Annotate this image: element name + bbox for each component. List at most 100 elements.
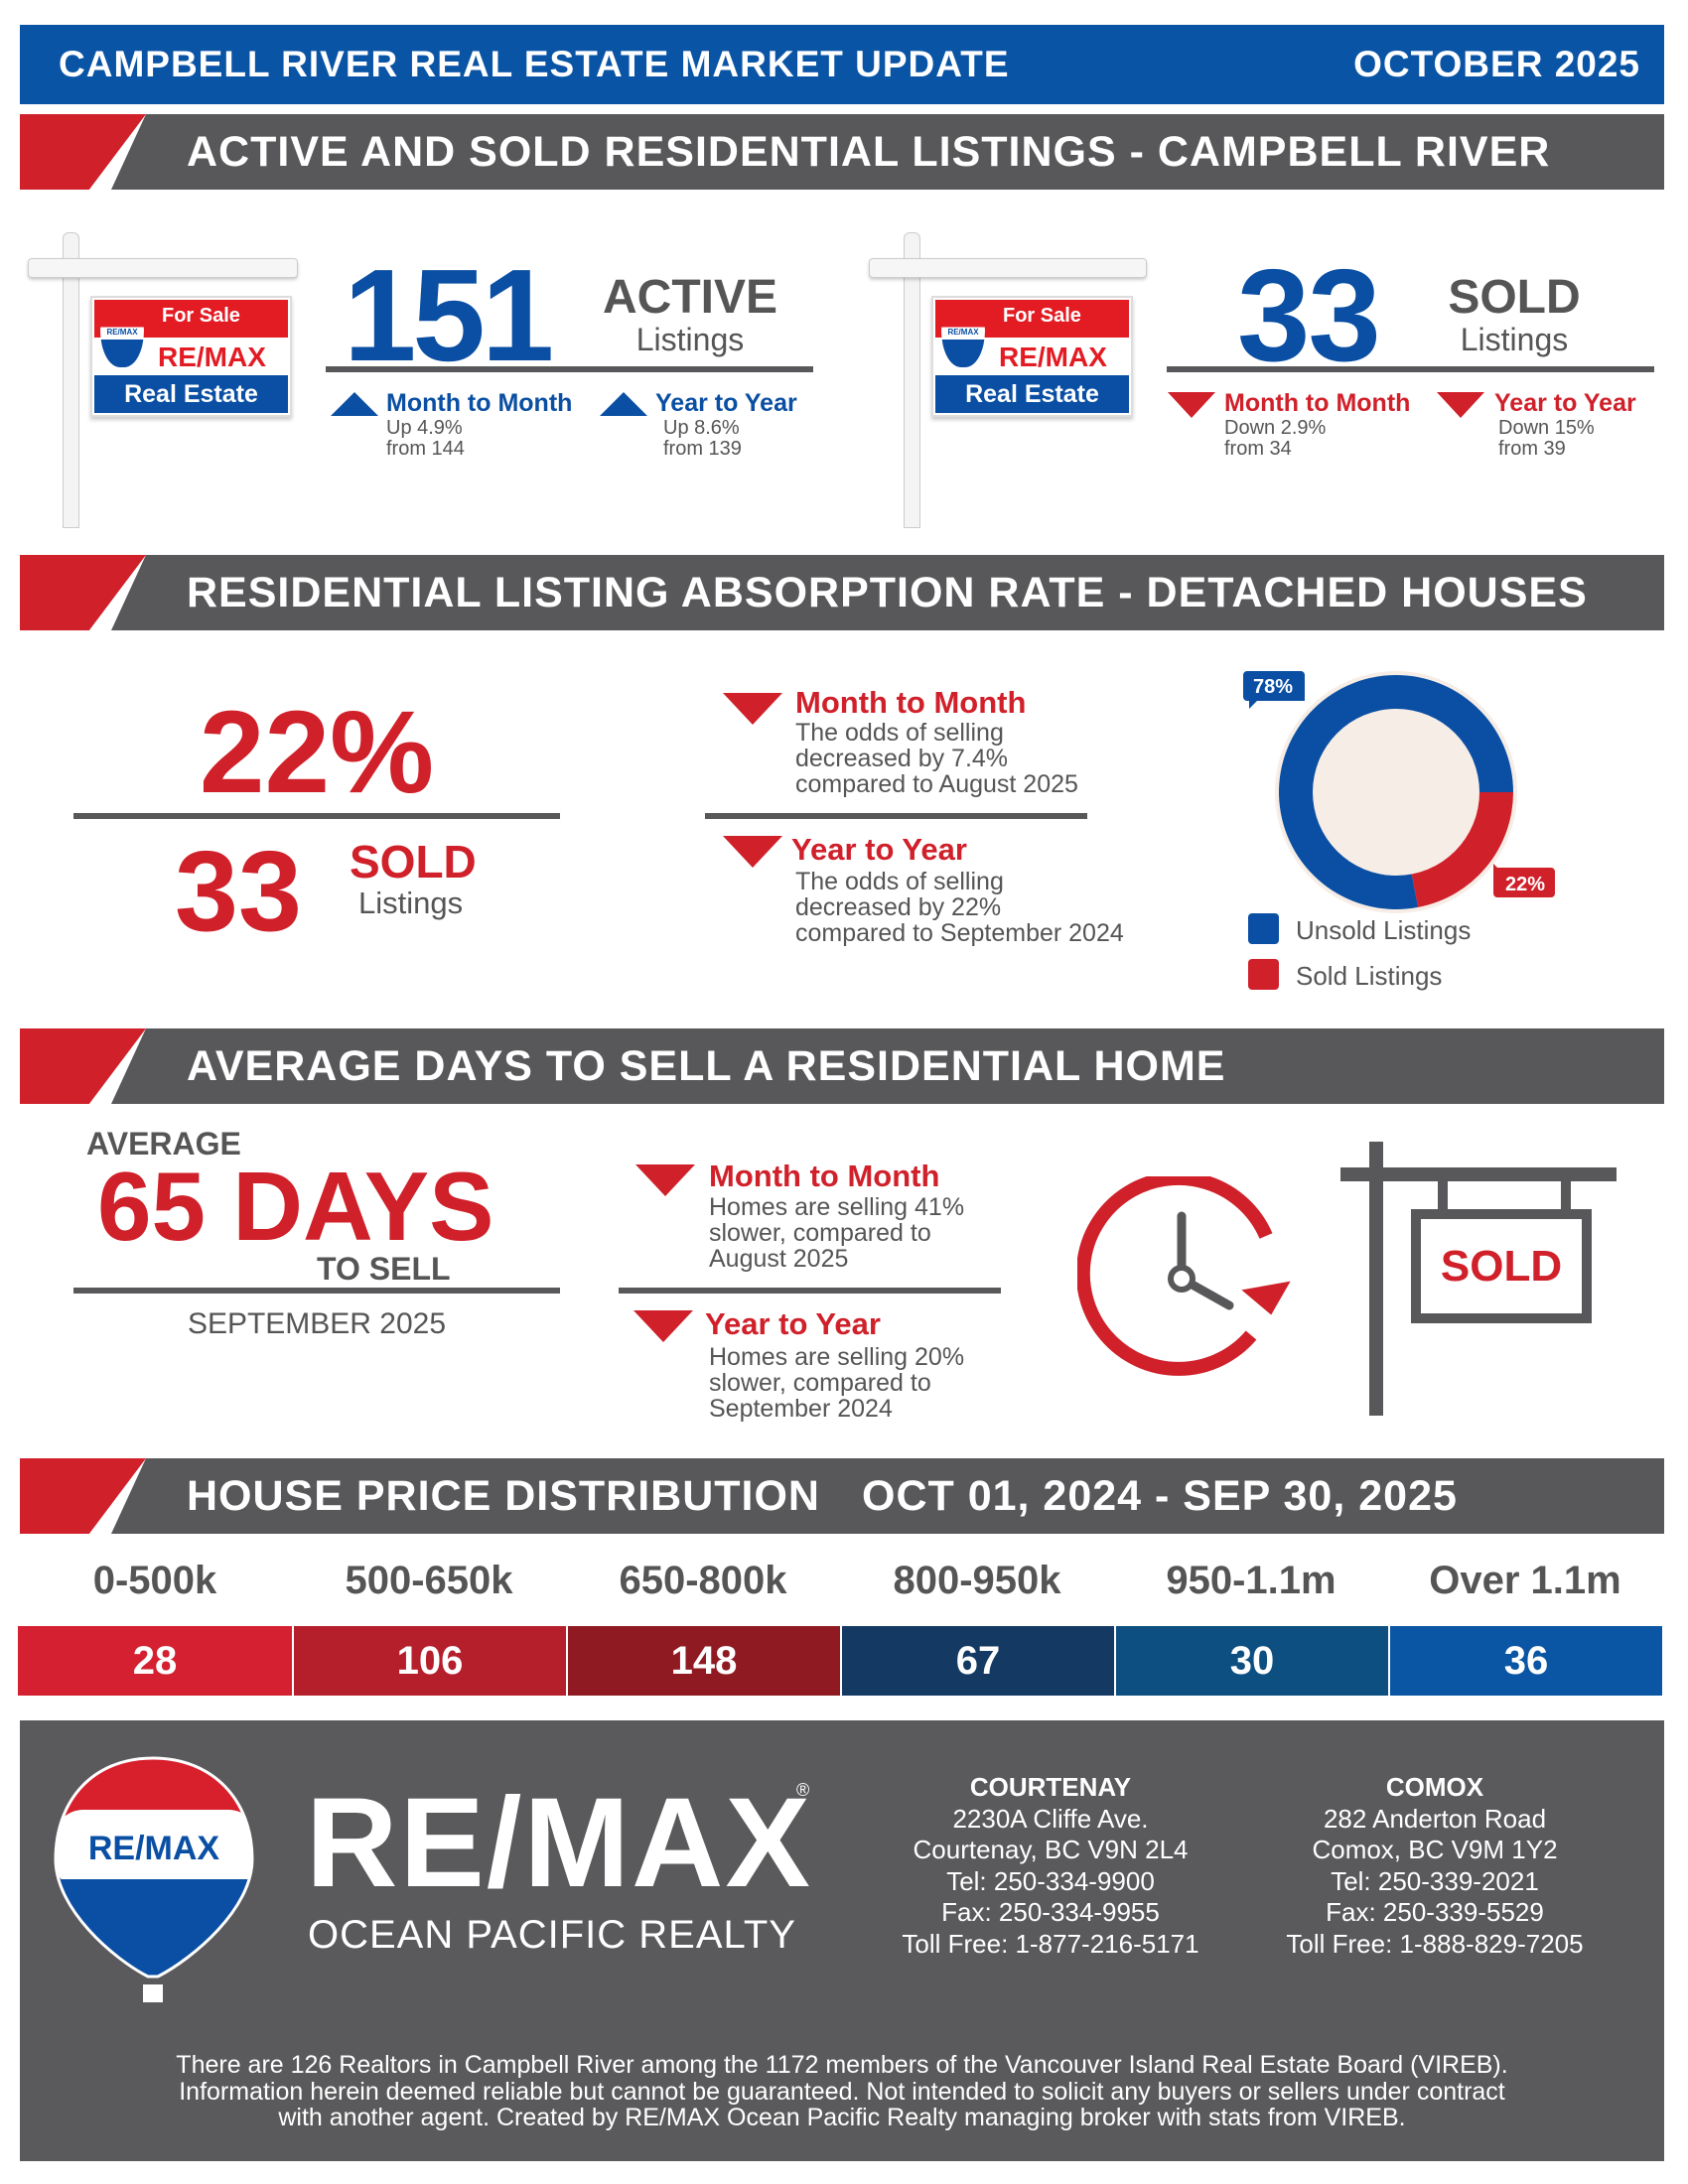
days-mtm-line: Homes are selling 41% bbox=[709, 1193, 965, 1221]
price-range-label: 950-1.1m bbox=[1166, 1559, 1336, 1602]
absorption-mtm-line: decreased by 7.4% bbox=[795, 745, 1009, 772]
office-city: Courtenay, BC V9N 2L4 bbox=[913, 1835, 1189, 1864]
office-tel[interactable]: Tel: 250-334-9900 bbox=[946, 1865, 1155, 1896]
active-yty-change: Up 8.6% bbox=[663, 417, 740, 439]
sold-label: SOLD bbox=[350, 836, 477, 887]
arrow-down-icon bbox=[1168, 392, 1215, 418]
absorption-donut-chart: 78% 22% bbox=[1243, 671, 1555, 913]
office-tollfree[interactable]: Toll Free: 1-888-829-7205 bbox=[1286, 1928, 1584, 1959]
sold-yty-change: Down 15% bbox=[1498, 417, 1595, 439]
disclaimer-line: There are 126 Realtors in Campbell River… bbox=[176, 2051, 1508, 2079]
label-unsold-text: 78% bbox=[1253, 676, 1293, 698]
label-unsold: 78% bbox=[1243, 671, 1305, 709]
sold-sublabel: Listings bbox=[1460, 322, 1569, 357]
period-label: SEPTEMBER 2025 bbox=[187, 1307, 447, 1340]
absorption-yty-line: The odds of selling bbox=[795, 868, 1004, 895]
footer: RE/MAX RE/MAX ® OCEAN PACIFIC REALTY COU… bbox=[20, 1720, 1664, 2161]
header-bar bbox=[111, 1028, 1664, 1104]
arrow-down-icon bbox=[723, 836, 782, 868]
absorption-yty-line: compared to September 2024 bbox=[795, 919, 1124, 947]
sign-brand: RE/MAX bbox=[999, 341, 1107, 372]
registered-mark: ® bbox=[796, 1780, 810, 1800]
brand-wordmark: RE/MAX bbox=[306, 1772, 812, 1914]
sold-yty-from: from 39 bbox=[1498, 438, 1566, 460]
sign-brand: RE/MAX bbox=[158, 341, 266, 372]
clock-icon bbox=[1077, 1176, 1291, 1376]
days-yty-line: Homes are selling 20% bbox=[709, 1343, 965, 1371]
sold-mtm-change: Down 2.9% bbox=[1224, 417, 1327, 439]
page-title: CAMPBELL RIVER REAL ESTATE MARKET UPDATE bbox=[59, 44, 1010, 84]
sold-sign-text: SOLD bbox=[1411, 1209, 1592, 1323]
price-date-range: OCT 01, 2024 - SEP 30, 2025 bbox=[862, 1471, 1458, 1520]
office-tollfree[interactable]: Toll Free: 1-877-216-5171 bbox=[902, 1928, 1199, 1959]
absorption-mtm-line: compared to August 2025 bbox=[795, 770, 1078, 798]
section-header-price: HOUSE PRICE DISTRIBUTION OCT 01, 2024 - S… bbox=[20, 1458, 1664, 1534]
price-range-count: 148 bbox=[568, 1626, 840, 1696]
legend-swatch-sold bbox=[1248, 959, 1279, 990]
price-range-label: 800-950k bbox=[893, 1559, 1061, 1602]
average-days: 65 DAYS bbox=[97, 1152, 494, 1261]
office-address: 282 Anderton Road bbox=[1323, 1803, 1547, 1834]
arrow-down-icon bbox=[635, 1164, 695, 1196]
disclaimer-line: with another agent. Created by RE/MAX Oc… bbox=[278, 2104, 1406, 2131]
section-title: ACTIVE AND SOLD RESIDENTIAL LISTINGS - C… bbox=[187, 127, 1551, 176]
sold-yty-title: Year to Year bbox=[1494, 389, 1636, 417]
divider bbox=[1167, 366, 1654, 372]
days-yty-title: Year to Year bbox=[705, 1306, 881, 1341]
price-range-count: 30 bbox=[1116, 1626, 1388, 1696]
absorption-yty-line: decreased by 22% bbox=[795, 893, 1002, 921]
active-mtm-title: Month to Month bbox=[386, 389, 573, 417]
price-range-count: 67 bbox=[842, 1626, 1114, 1696]
active-yty-from: from 139 bbox=[663, 438, 742, 460]
header-bar bbox=[111, 555, 1664, 630]
office-name: COURTENAY bbox=[969, 1772, 1132, 1802]
office-comox: COMOX 282 Anderton Road Comox, BC V9M 1Y… bbox=[1256, 1772, 1614, 1960]
office-city: Comox, BC V9M 1Y2 bbox=[1312, 1835, 1558, 1864]
sign-real-estate: Real Estate bbox=[94, 375, 288, 413]
arrow-down-icon bbox=[723, 693, 782, 725]
sold-sublabel: Listings bbox=[358, 886, 464, 920]
legend-sold: Sold Listings bbox=[1296, 961, 1443, 991]
price-range-label: 650-800k bbox=[619, 1559, 787, 1602]
legend-swatch-unsold bbox=[1248, 913, 1279, 944]
section-header-listings: ACTIVE AND SOLD RESIDENTIAL LISTINGS - C… bbox=[20, 114, 1664, 190]
sold-count: 33 bbox=[175, 828, 302, 955]
header-bar bbox=[111, 1458, 1664, 1534]
divider bbox=[73, 1288, 560, 1294]
arrow-down-icon bbox=[1437, 392, 1484, 418]
sold-label: SOLD bbox=[1448, 271, 1581, 324]
active-sublabel: Listings bbox=[635, 322, 745, 357]
price-title: HOUSE PRICE DISTRIBUTION bbox=[187, 1471, 820, 1520]
days-mtm-title: Month to Month bbox=[709, 1159, 940, 1193]
sold-mtm-from: from 34 bbox=[1224, 438, 1292, 460]
sold-mtm-title: Month to Month bbox=[1224, 389, 1411, 417]
balloon-text: RE/MAX bbox=[88, 1830, 220, 1867]
donut-hole bbox=[1313, 709, 1479, 876]
section-title: HOUSE PRICE DISTRIBUTION OCT 01, 2024 - S… bbox=[187, 1458, 1458, 1534]
arrow-up-icon bbox=[600, 392, 647, 416]
active-label: ACTIVE bbox=[602, 271, 777, 324]
arrow-down-icon bbox=[633, 1310, 693, 1342]
for-sale-sign-icon: RE/MAX For Sale RE/MAX Real Estate bbox=[869, 232, 1147, 530]
section-header-days: AVERAGE DAYS TO SELL A RESIDENTIAL HOME bbox=[20, 1028, 1664, 1104]
sold-sign-icon: SOLD bbox=[1340, 1142, 1618, 1420]
disclaimer: There are 126 Realtors in Campbell River… bbox=[20, 2052, 1664, 2131]
days-mtm-line: August 2025 bbox=[709, 1245, 849, 1273]
sign-for-sale: For Sale bbox=[1003, 305, 1081, 327]
top-banner: CAMPBELL RIVER REAL ESTATE MARKET UPDATE… bbox=[20, 25, 1664, 104]
days-yty-line: slower, compared to bbox=[709, 1369, 931, 1397]
active-count: 151 bbox=[344, 242, 554, 388]
price-range-label: 0-500k bbox=[92, 1559, 217, 1602]
absorption-yty-title: Year to Year bbox=[791, 832, 967, 867]
days-mtm-line: slower, compared to bbox=[709, 1219, 931, 1247]
sign-real-estate: Real Estate bbox=[935, 375, 1129, 413]
active-mtm-from: from 144 bbox=[386, 438, 465, 460]
sign-for-sale: For Sale bbox=[162, 305, 240, 327]
office-tel[interactable]: Tel: 250-339-2021 bbox=[1331, 1865, 1539, 1896]
sold-count: 33 bbox=[1237, 242, 1381, 388]
absorption-mtm-line: The odds of selling bbox=[795, 719, 1004, 747]
remax-balloon-logo: RE/MAX bbox=[54, 1756, 254, 2002]
balloon-logo: RE/MAX bbox=[100, 306, 144, 367]
active-mtm-change: Up 4.9% bbox=[386, 417, 463, 439]
divider bbox=[705, 813, 1087, 819]
